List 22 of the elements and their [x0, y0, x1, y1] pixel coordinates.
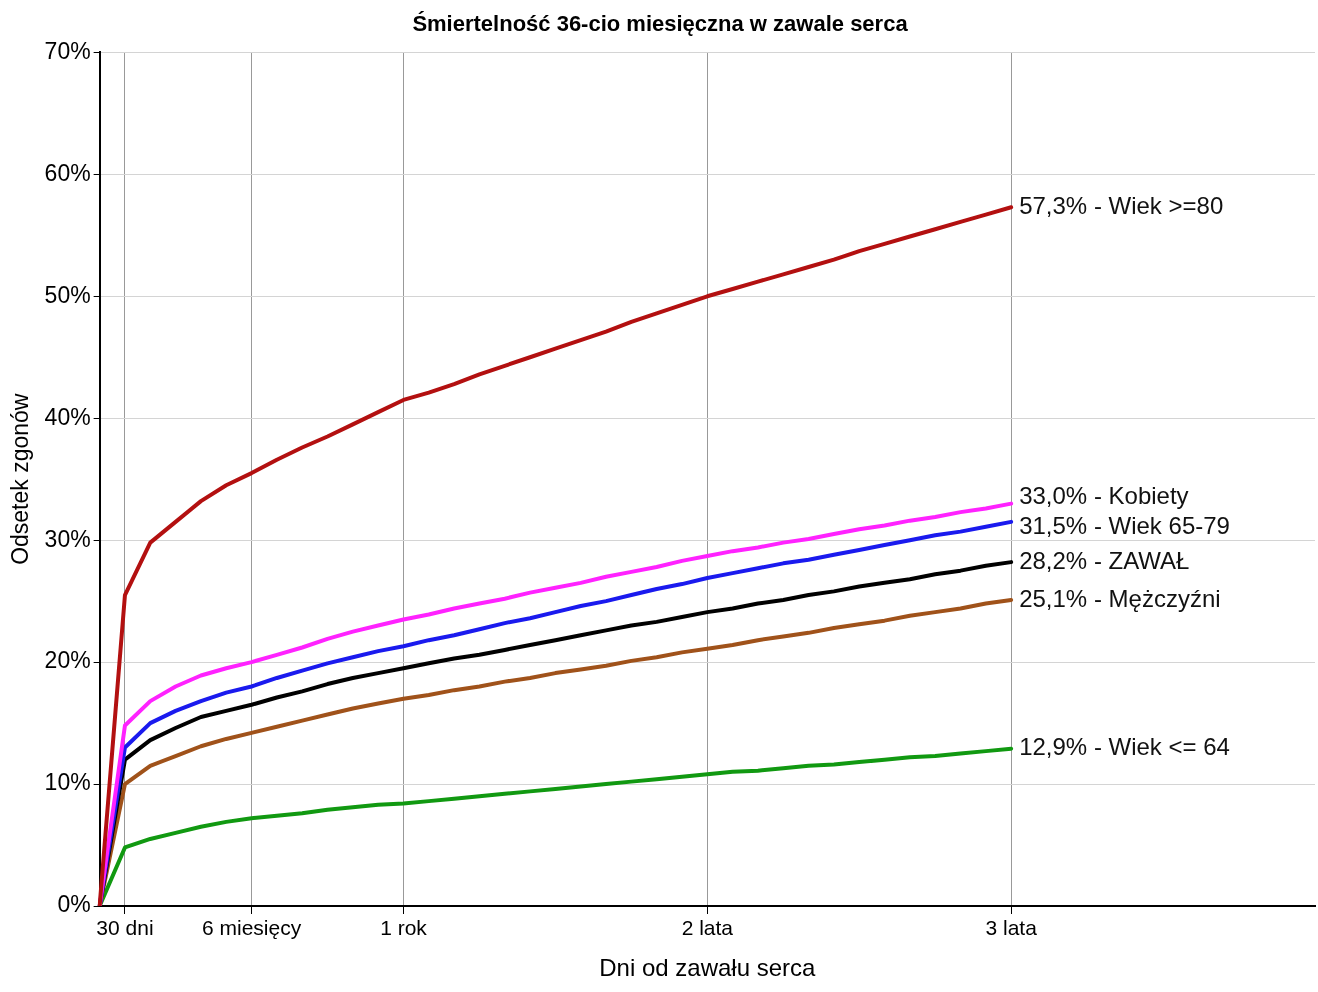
- y-tick-label: 10%: [44, 769, 91, 796]
- y-axis-title: Odsetek zgonów: [7, 393, 34, 565]
- series-label: 31,5% - Wiek 65-79: [1019, 512, 1230, 540]
- x-axis-title: Dni od zawału serca: [599, 954, 817, 982]
- y-tick-label: 70%: [44, 37, 91, 64]
- x-tick-label: 30 dni: [96, 916, 154, 940]
- series-label: 57,3% - Wiek >=80: [1019, 191, 1224, 219]
- series-label: 28,2% - ZAWAŁ: [1019, 546, 1190, 574]
- x-tick-label: 1 rok: [380, 916, 428, 940]
- x-tick-label: 6 miesięcy: [201, 916, 302, 940]
- x-tick-label: 2 lata: [681, 916, 734, 940]
- series-label: 25,1% - Mężczyźni: [1019, 584, 1221, 612]
- y-tick-label: 20%: [44, 647, 91, 674]
- y-tick-label: 40%: [44, 403, 91, 430]
- x-tick-label: 3 lata: [985, 916, 1038, 940]
- y-tick-label: 0%: [57, 891, 91, 918]
- y-tick-label: 30%: [44, 525, 91, 552]
- series-label: 33,0% - Kobiety: [1019, 482, 1189, 510]
- y-tick-label: 60%: [44, 159, 91, 186]
- chart-title: Śmiertelność 36-cio miesięczna w zawale serca: [412, 11, 909, 37]
- series-label: 12,9% - Wiek <= 64: [1019, 733, 1230, 761]
- y-tick-label: 50%: [44, 281, 91, 308]
